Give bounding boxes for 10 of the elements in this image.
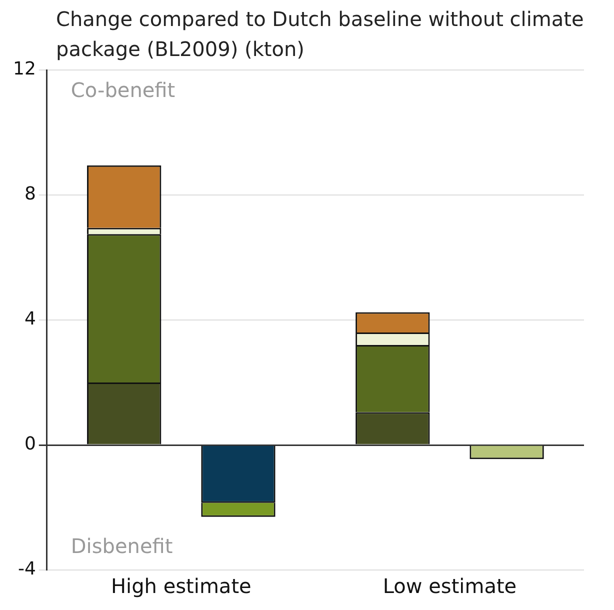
y-tick-label: 12 [13,58,36,80]
annotation: Co-benefit [70,78,176,102]
y-tick-label: 8 [24,184,36,205]
chart-title: Change compared to Dutch baseline without climate package (BL2009) (kton) [56,6,585,63]
y-tick-label: -4 [18,558,36,580]
y-tick-label: 0 [24,434,36,455]
x-tick-label: High estimate [111,574,252,598]
annotation: Disbenefit [70,534,173,558]
x-tick-label: Low estimate [382,574,517,598]
y-tick-label: 4 [24,308,36,330]
